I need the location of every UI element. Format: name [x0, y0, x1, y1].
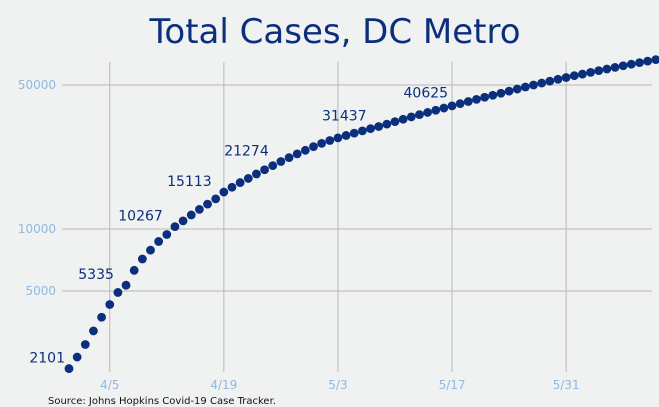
data-point [162, 230, 172, 239]
data-point [626, 59, 636, 69]
data-point [260, 165, 269, 175]
data-point [578, 69, 587, 79]
data-point [235, 178, 245, 187]
data-point [292, 149, 302, 159]
data-point [89, 326, 98, 336]
data-point [463, 97, 473, 106]
x-tick-label: 5/31 [553, 378, 580, 392]
data-point [219, 187, 229, 197]
y-tick-label: 5000 [25, 284, 56, 298]
data-point [635, 58, 644, 68]
data-point [504, 86, 514, 96]
data-point [586, 67, 595, 77]
data-point [390, 117, 400, 127]
data-label: 2101 [29, 351, 65, 367]
data-point [243, 174, 253, 183]
data-label: 21274 [224, 143, 269, 159]
data-point [358, 126, 367, 136]
source-note: Source: Johns Hopkins Covid-19 Case Trac… [48, 396, 276, 407]
tick-layer: 5000 10000 50000 4/5 4/19 5/3 5/17 5/31 [18, 78, 580, 392]
data-point [545, 76, 555, 86]
data-point [423, 108, 432, 117]
data-point [496, 88, 506, 98]
x-tick-label: 5/17 [439, 378, 466, 392]
data-point [488, 90, 498, 100]
data-point [447, 101, 457, 111]
data-point [97, 312, 106, 322]
data-point [276, 157, 286, 166]
data-point [415, 110, 424, 120]
data-label: 40625 [404, 86, 449, 102]
data-point [64, 364, 74, 373]
data-point [374, 122, 384, 131]
data-point [195, 204, 204, 214]
data-point [268, 161, 278, 171]
data-point [602, 64, 612, 74]
data-point [569, 71, 579, 81]
data-point [537, 78, 547, 88]
data-point [594, 66, 604, 76]
data-point [618, 61, 628, 71]
data-label: 31437 [322, 109, 367, 125]
x-tick-label: 4/19 [210, 378, 237, 392]
data-point [610, 62, 620, 72]
chart-title: Total Cases, DC Metro [148, 12, 520, 52]
data-point [72, 352, 82, 362]
data-point [325, 136, 335, 145]
data-label: 15113 [167, 174, 212, 190]
data-point [431, 105, 441, 115]
label-layer: 21015335102671511321274314374062575656 [29, 86, 449, 367]
data-point [333, 133, 343, 143]
data-point [113, 288, 123, 297]
data-point [129, 265, 139, 275]
data-point [561, 73, 571, 82]
point-layer [64, 55, 659, 373]
data-point [643, 56, 653, 66]
x-tick-label: 4/5 [100, 378, 119, 392]
data-point [317, 138, 327, 148]
data-point [382, 119, 392, 129]
data-point [521, 82, 530, 92]
data-point [178, 216, 188, 226]
x-tick-label: 5/3 [328, 378, 347, 392]
data-point [146, 245, 155, 255]
data-point [309, 142, 318, 152]
data-point [300, 145, 310, 155]
data-point [170, 222, 180, 232]
data-point [252, 169, 261, 179]
data-point [512, 84, 522, 94]
data-point [227, 182, 237, 192]
data-point [406, 112, 416, 122]
data-point [203, 199, 212, 209]
y-tick-label: 10000 [18, 222, 56, 236]
data-point [439, 103, 449, 113]
data-point [121, 280, 131, 290]
data-point [651, 55, 659, 65]
data-point [455, 99, 465, 108]
data-label: 10267 [118, 209, 163, 225]
y-tick-label: 50000 [18, 78, 56, 92]
data-point [154, 237, 164, 246]
data-label: 5335 [78, 267, 114, 283]
data-point [80, 340, 90, 349]
data-point [480, 92, 490, 102]
data-point [186, 210, 196, 220]
data-point [366, 124, 375, 134]
data-point [105, 300, 115, 309]
data-point [472, 94, 481, 104]
data-point [284, 153, 294, 163]
data-point [341, 131, 351, 140]
data-point [529, 80, 538, 90]
data-point [349, 128, 359, 138]
data-point [137, 254, 147, 264]
data-point [211, 194, 221, 204]
data-point [398, 114, 408, 124]
grid-layer [62, 62, 652, 372]
data-point [553, 74, 563, 84]
